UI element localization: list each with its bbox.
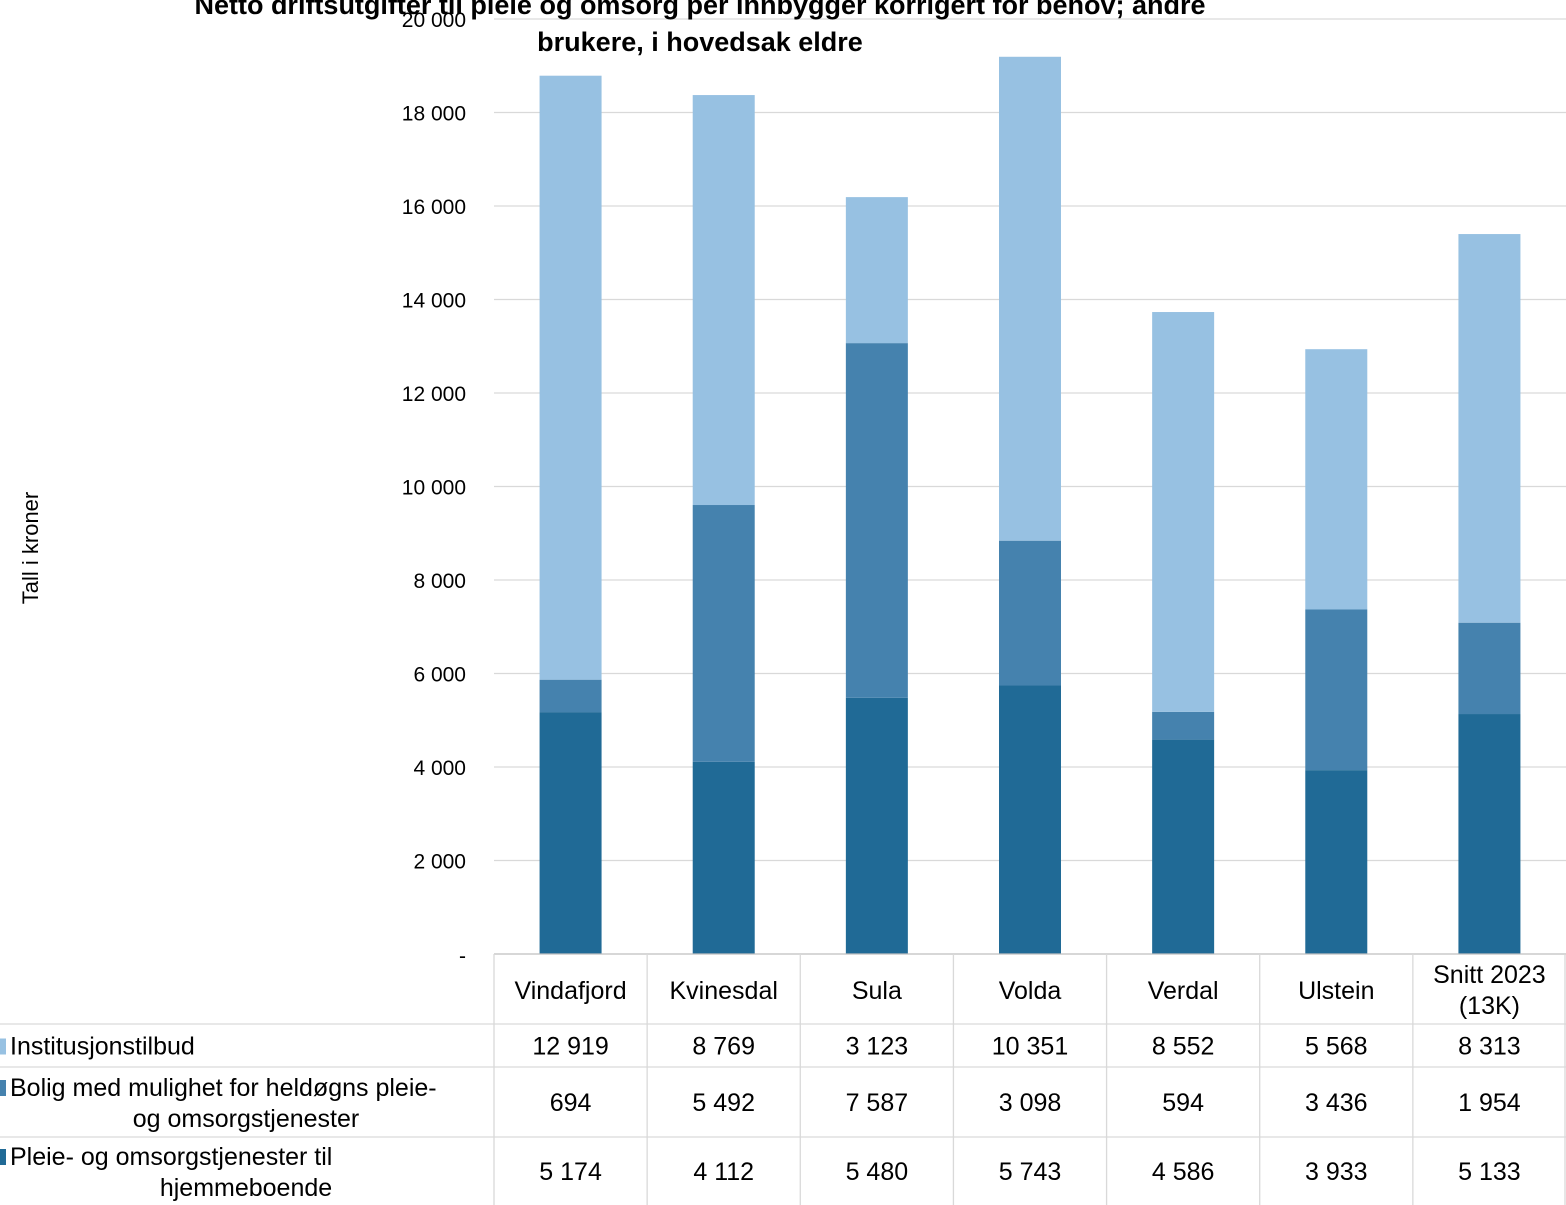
data-value: 8 552 <box>1152 1033 1215 1061</box>
bar-segment <box>1305 349 1368 610</box>
y-tick-label: 4 000 <box>413 757 466 780</box>
data-value: 3 123 <box>846 1033 909 1061</box>
data-value: 3 098 <box>999 1089 1062 1117</box>
series-name: Bolig med mulighet for heldøgns pleie- <box>10 1074 437 1102</box>
data-value: 8 769 <box>692 1033 755 1061</box>
data-value: 5 568 <box>1305 1033 1368 1061</box>
series-name: hjemmeboende <box>160 1174 332 1202</box>
bar-segment <box>845 697 908 954</box>
y-tick-label: 12 000 <box>402 383 466 406</box>
legend-key <box>0 1038 6 1055</box>
category-label: (13K) <box>1459 992 1520 1020</box>
y-axis: - 2 000 4 000 6 000 8 000 10 000 12 000 14 000 1… <box>402 9 466 968</box>
chart-title-line-1: Netto driftsutgifter til pleie og omsorg… <box>194 0 1205 20</box>
y-tick-label: 8 000 <box>413 570 466 593</box>
data-value: 5 480 <box>846 1158 909 1186</box>
bar-segment <box>692 761 755 954</box>
y-tick-label: - <box>459 945 466 968</box>
bar-segment <box>692 505 755 762</box>
bars <box>539 56 1521 954</box>
bar-segment <box>1152 711 1215 740</box>
bar-segment <box>1152 739 1215 954</box>
bar-segment <box>1458 622 1521 715</box>
data-value: 5 492 <box>692 1089 755 1117</box>
data-value: 3 933 <box>1305 1158 1368 1186</box>
data-value: 594 <box>1162 1089 1204 1117</box>
category-label: Vindafjord <box>515 977 627 1005</box>
data-value: 1 954 <box>1458 1089 1521 1117</box>
data-table: Vindafjord Kvinesdal Sula Volda Verdal Ulstei… <box>0 953 1566 1205</box>
bar-segment <box>1458 234 1521 623</box>
data-value: 4 586 <box>1152 1158 1215 1186</box>
data-value: 3 436 <box>1305 1089 1368 1117</box>
legend-key <box>0 1080 6 1096</box>
bar-segment <box>1458 714 1521 954</box>
data-value: 4 112 <box>693 1158 754 1186</box>
bar-segment <box>539 679 602 713</box>
data-value: 12 919 <box>532 1033 608 1061</box>
series-name: Institusjonstilbud <box>10 1033 195 1061</box>
data-value: 7 587 <box>846 1089 909 1117</box>
category-label: Kvinesdal <box>670 977 778 1005</box>
series-name: Pleie- og omsorgstjenester til <box>10 1143 332 1171</box>
bar-segment <box>539 712 602 954</box>
bar-segment <box>999 540 1061 686</box>
bar-segment <box>999 56 1061 541</box>
data-value: 8 313 <box>1458 1033 1521 1061</box>
y-tick-label: 14 000 <box>402 290 466 313</box>
data-value: 694 <box>550 1089 592 1117</box>
category-label: Sula <box>852 977 902 1005</box>
bar-segment <box>1305 609 1368 771</box>
bar-segment <box>1305 770 1368 954</box>
data-value: 5 174 <box>539 1158 602 1186</box>
category-label: Verdal <box>1148 977 1219 1005</box>
y-tick-label: 6 000 <box>413 664 466 687</box>
bar-segment <box>1152 312 1215 712</box>
bar-segment <box>845 197 908 344</box>
chart-title-line-2: brukere, i hovedsak eldre <box>537 27 863 57</box>
y-tick-label: 16 000 <box>402 196 466 219</box>
y-tick-label: 18 000 <box>402 103 466 126</box>
data-value: 10 351 <box>992 1033 1068 1061</box>
bar-segment <box>999 685 1061 954</box>
y-tick-label: 2 000 <box>413 851 466 874</box>
data-value: 5 133 <box>1458 1158 1521 1186</box>
category-label: Snitt 2023 <box>1433 961 1546 989</box>
bar-segment <box>539 75 602 680</box>
bar-segment <box>845 343 908 698</box>
y-tick-label: 20 000 <box>402 9 466 32</box>
bar-segment <box>692 95 755 506</box>
legend-key <box>0 1149 6 1165</box>
category-label: Ulstein <box>1298 977 1374 1005</box>
data-value: 5 743 <box>999 1158 1062 1186</box>
y-axis-label: Tall i kroner <box>18 492 43 604</box>
y-tick-label: 10 000 <box>402 477 466 500</box>
series-name: og omsorgstjenester <box>133 1105 360 1133</box>
category-label: Volda <box>999 977 1062 1005</box>
